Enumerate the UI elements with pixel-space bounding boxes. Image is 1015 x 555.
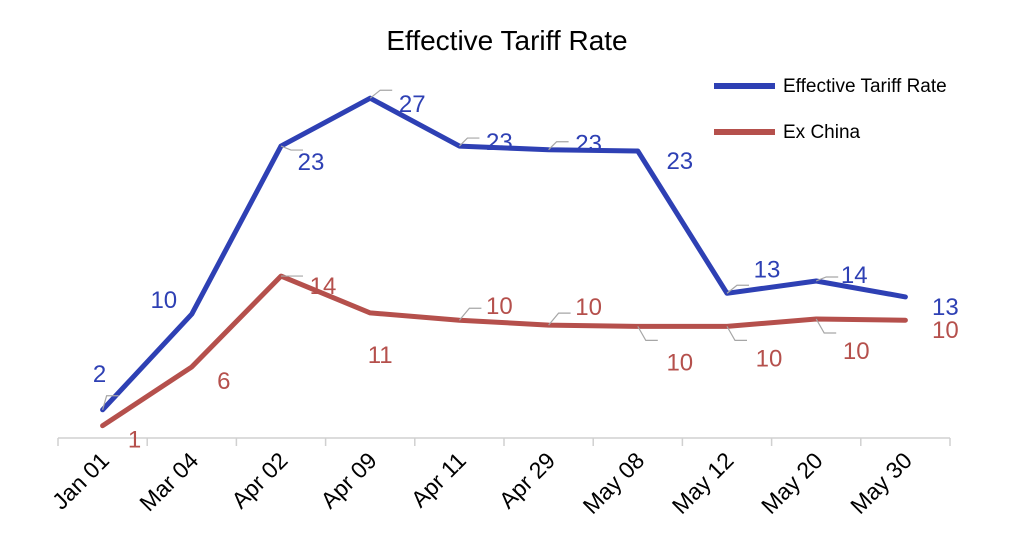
data-label: 10 [843,338,870,365]
data-label: 23 [666,148,693,175]
data-label: 2 [93,361,106,388]
legend-label-ex-china: Ex China [783,122,861,143]
data-label: 10 [932,317,959,344]
leader-line [369,89,393,99]
data-label: 1 [128,427,141,454]
leader-line [548,141,569,151]
data-label: 13 [754,256,781,283]
leader-line [637,326,658,341]
series-line-effective-tariff-rate [100,95,908,413]
leader-line [280,145,303,151]
data-label: 23 [486,129,513,156]
data-label: 14 [841,262,868,289]
leader-line [458,137,480,147]
x-tick-label: Apr 09 [315,447,381,513]
data-label-leader-lines [102,89,839,410]
leader-line [726,284,749,294]
x-axis-tick-labels: Jan 01 Mar 04 Apr 02 Apr 09 Apr 11 Apr 29 May … [47,447,917,519]
data-label: 14 [310,273,337,300]
x-tick-label: Mar 04 [134,447,203,516]
data-label: 6 [217,368,230,395]
chart-title: Effective Tariff Rate [386,25,627,56]
leader-line [726,326,747,341]
data-labels: 2 10 23 27 23 23 23 13 14 13 1 6 14 11 10 10 10 10 10 10 [93,91,959,454]
data-label: 23 [575,131,602,158]
leader-line [815,318,837,334]
x-tick-label: Jan 01 [47,447,114,514]
x-tick-label: May 12 [667,447,739,519]
data-label: 10 [666,349,693,376]
x-tick-label: Apr 29 [494,447,560,513]
data-label: 10 [486,293,513,320]
data-label: 10 [575,294,602,321]
leader-line [458,307,482,321]
data-label: 23 [298,149,325,176]
legend: Effective Tariff Rate Ex China [714,76,947,143]
x-tick-label: May 20 [756,447,828,519]
x-tick-label: May 30 [845,447,917,519]
series-line-ex-china [100,273,908,429]
data-label: 11 [368,342,393,369]
x-axis-ticks [57,438,951,446]
leader-line [815,276,839,282]
data-label: 27 [399,91,426,118]
x-tick-label: Apr 11 [406,447,471,512]
x-tick-label: Apr 02 [226,447,292,513]
legend-label-effective-tariff-rate: Effective Tariff Rate [783,76,947,97]
leader-line [102,395,119,410]
series-lines [100,95,908,429]
data-label: 10 [150,287,177,314]
leader-line [548,312,571,326]
data-label: 13 [932,294,959,321]
x-tick-label: May 08 [578,447,650,519]
data-label: 10 [756,345,783,372]
